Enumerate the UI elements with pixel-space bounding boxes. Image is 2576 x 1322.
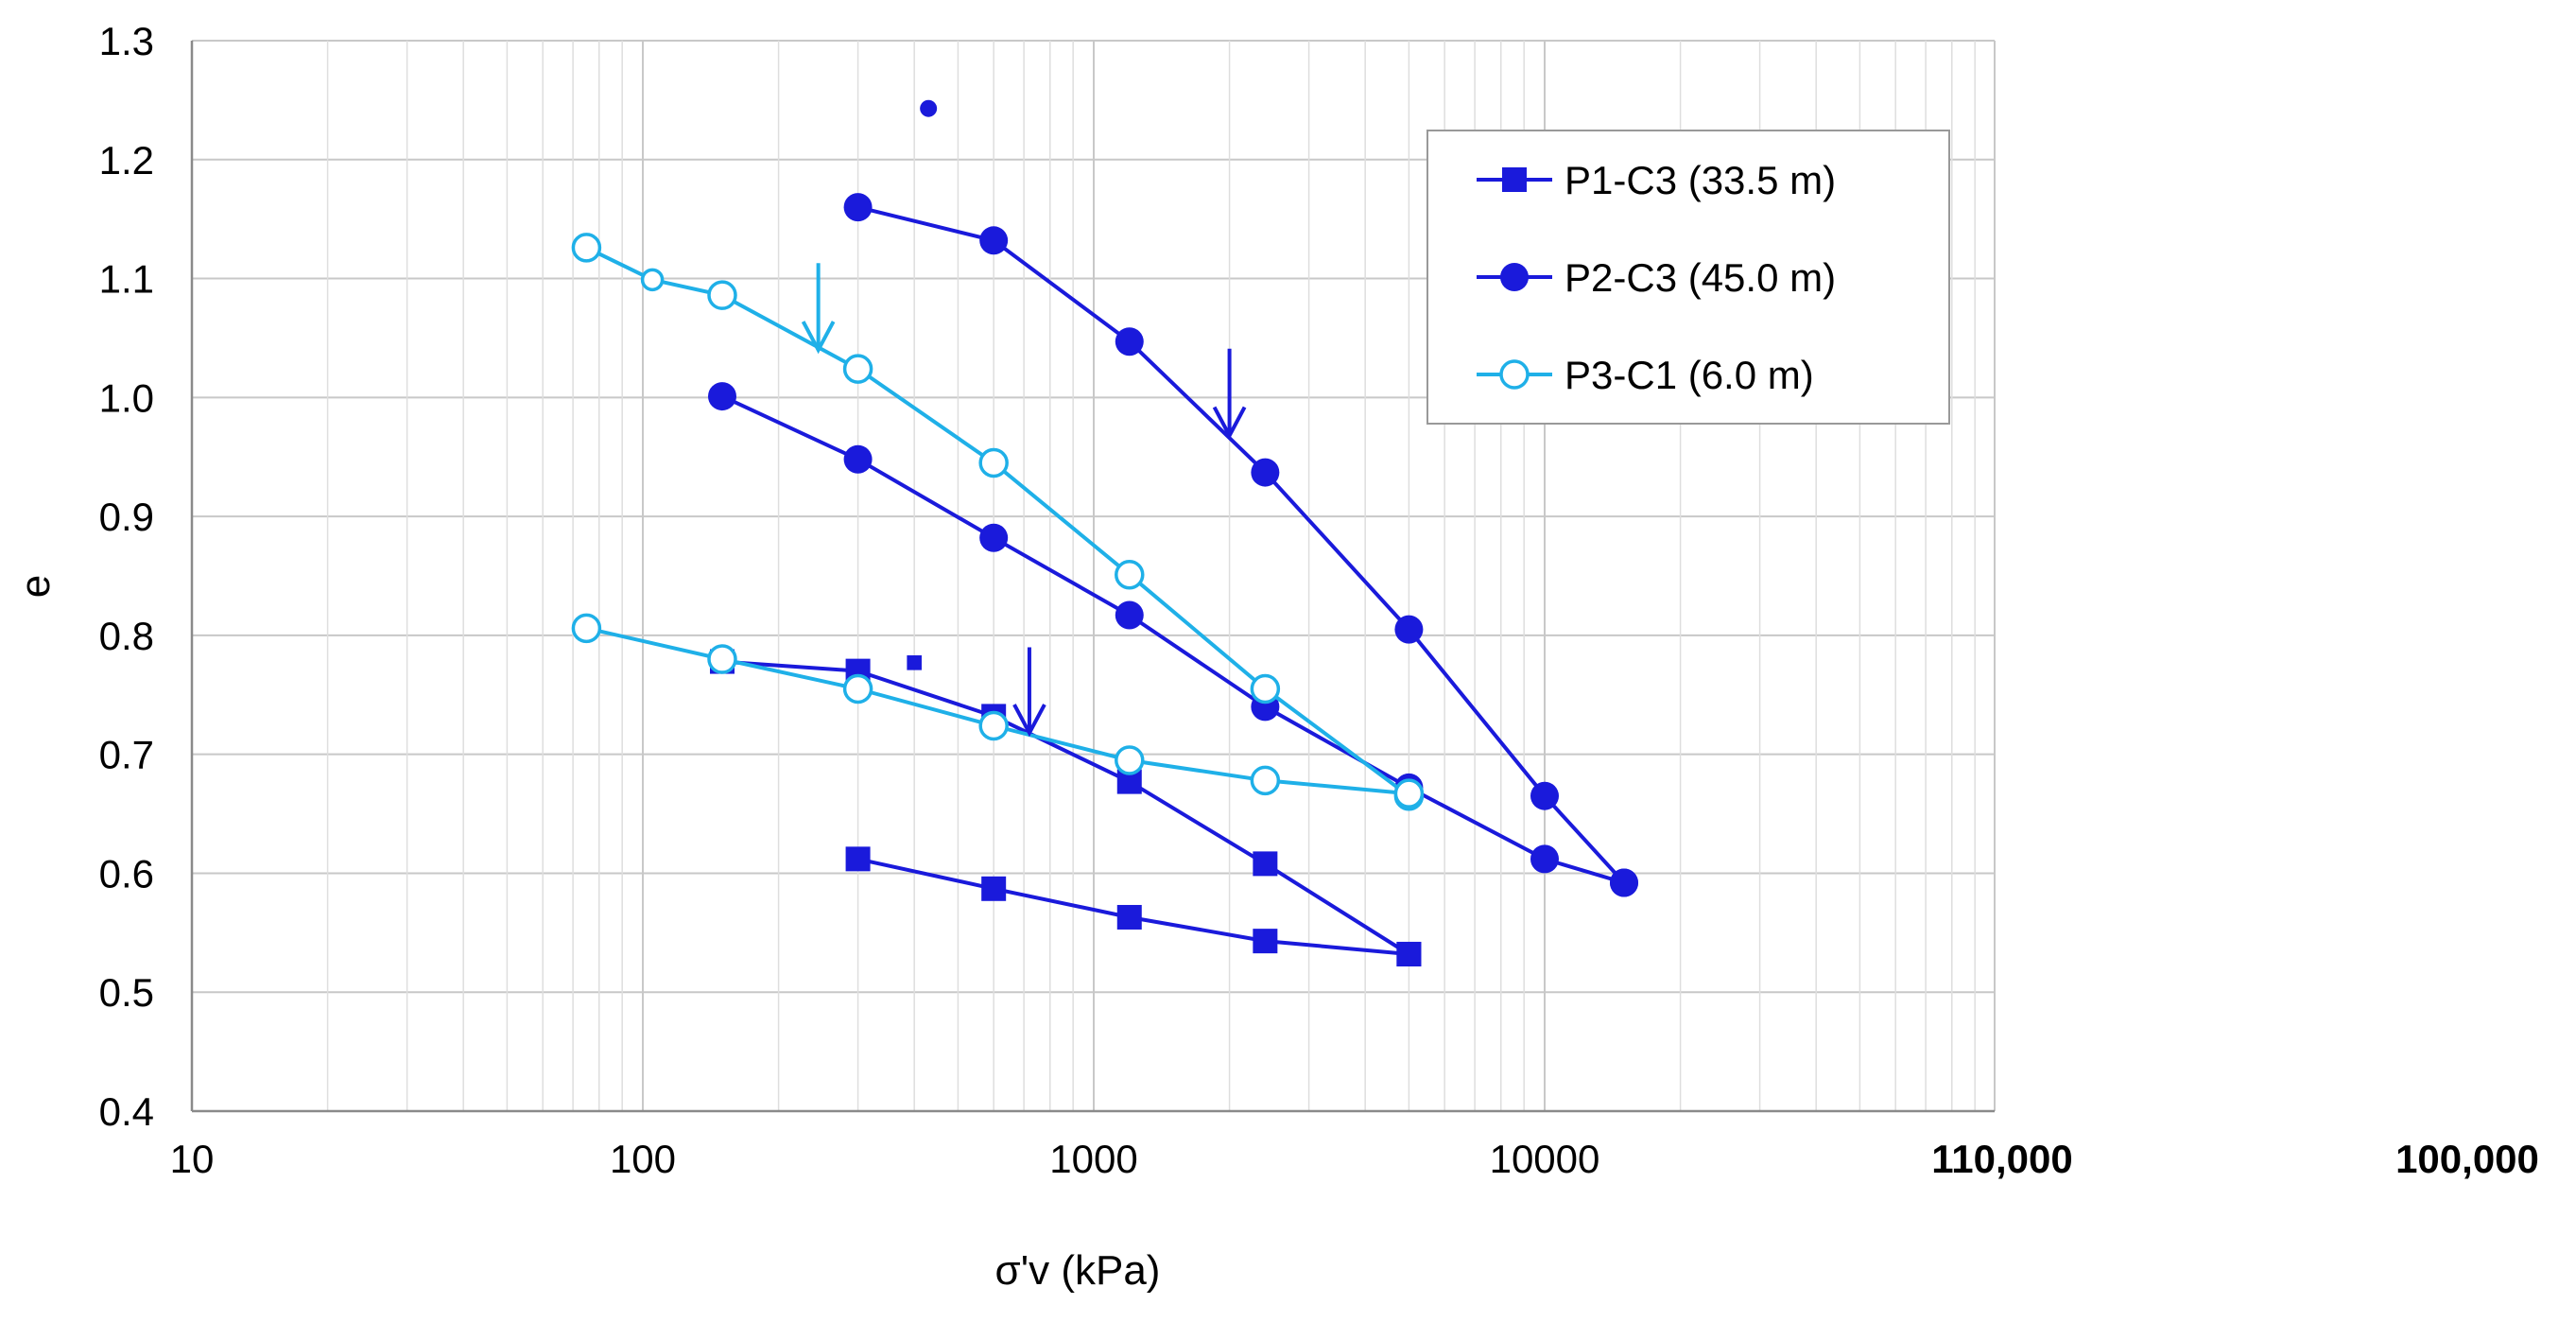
- data-point: [981, 876, 1007, 901]
- legend-item: P2-C3 (45.0 m): [1477, 255, 1836, 300]
- axes: [190, 41, 1995, 1113]
- y-tick-label: 1.1: [99, 257, 154, 302]
- data-point: [1530, 844, 1559, 874]
- x-axis-ticks: 10 100 1000 10000 110,000 100,000: [170, 1137, 2539, 1181]
- legend-label: P1-C3 (33.5 m): [1565, 158, 1836, 202]
- data-point: [920, 99, 938, 117]
- x-tick-label: 1000: [1049, 1137, 1137, 1181]
- data-point: [707, 382, 736, 411]
- data-point: [845, 846, 871, 872]
- series-layer: [571, 99, 1638, 966]
- y-tick-label: 0.8: [99, 614, 154, 658]
- data-point: [842, 673, 873, 704]
- series-line: [721, 394, 1625, 885]
- legend: P1-C3 (33.5 m) P2-C3 (45.0 m) P3-C1 (6.0 m…: [1426, 130, 1950, 425]
- series-2: [571, 233, 1425, 811]
- legend-item: P3-C1 (6.0 m): [1477, 353, 1814, 397]
- data-point: [1393, 778, 1425, 809]
- y-tick-label: 0.9: [99, 495, 154, 539]
- x-axis-label: σ'v (kPa): [995, 1247, 1161, 1294]
- data-point: [842, 354, 873, 384]
- data-point: [843, 444, 873, 474]
- arrow-head: [1212, 406, 1247, 440]
- arrow-annotation: [801, 263, 836, 355]
- data-point: [1499, 359, 1530, 390]
- data-point: [640, 268, 665, 292]
- data-point: [1250, 673, 1281, 704]
- arrow-annotation: [1212, 348, 1247, 440]
- legend-item: P1-C3 (33.5 m): [1477, 158, 1836, 202]
- data-point: [1253, 929, 1278, 954]
- y-tick-label: 1.3: [99, 19, 154, 63]
- data-point: [1115, 327, 1144, 357]
- legend-label: P2-C3 (45.0 m): [1565, 255, 1836, 300]
- series-line: [585, 246, 1410, 798]
- x-tick-label-extra: 100,000: [2395, 1137, 2539, 1181]
- data-point: [1250, 765, 1281, 796]
- y-axis-label: e: [12, 575, 59, 598]
- y-tick-label: 0.6: [99, 851, 154, 896]
- legend-label: P3-C1 (6.0 m): [1565, 353, 1814, 397]
- data-point: [1115, 600, 1144, 630]
- x-tick-label: 100: [610, 1137, 676, 1181]
- arrow-head: [801, 321, 836, 355]
- data-point: [1116, 904, 1142, 930]
- data-point: [979, 226, 1009, 255]
- data-point: [1502, 167, 1527, 192]
- series-0: [709, 649, 1422, 966]
- x-tick-label-extra: 110,000: [1931, 1137, 2073, 1181]
- y-tick-label: 0.5: [99, 970, 154, 1015]
- data-point: [707, 280, 737, 310]
- y-tick-label: 0.7: [99, 733, 154, 777]
- data-point: [1609, 868, 1638, 897]
- data-point: [1253, 851, 1278, 877]
- arrow-head: [1012, 704, 1046, 738]
- annotations-layer: [801, 263, 1247, 738]
- data-point: [571, 233, 602, 263]
- x-tick-label: 10: [170, 1137, 215, 1181]
- data-point: [1394, 615, 1424, 644]
- grid: [191, 40, 1996, 1112]
- data-point: [1396, 941, 1422, 966]
- arrow-annotation: [1012, 647, 1046, 738]
- data-point: [907, 655, 922, 670]
- y-axis-ticks: 0.4 0.5 0.6 0.7 0.8 0.9 1.0 1.1 1.2 1.3: [99, 19, 154, 1134]
- series-line: [721, 659, 1410, 956]
- data-point: [707, 644, 737, 674]
- y-tick-label: 0.4: [99, 1089, 154, 1134]
- y-tick-label: 1.2: [99, 138, 154, 183]
- series-1: [707, 99, 1638, 897]
- data-point: [1500, 263, 1529, 291]
- data-point: [979, 523, 1009, 552]
- data-point: [1251, 458, 1280, 487]
- data-point: [1115, 559, 1145, 590]
- data-point: [843, 193, 873, 222]
- data-point: [1115, 745, 1145, 775]
- data-point: [978, 447, 1009, 478]
- x-tick-label: 10000: [1490, 1137, 1600, 1181]
- data-point: [978, 710, 1009, 741]
- data-point: [1530, 781, 1559, 810]
- y-tick-label: 1.0: [99, 375, 154, 420]
- data-point: [571, 613, 602, 644]
